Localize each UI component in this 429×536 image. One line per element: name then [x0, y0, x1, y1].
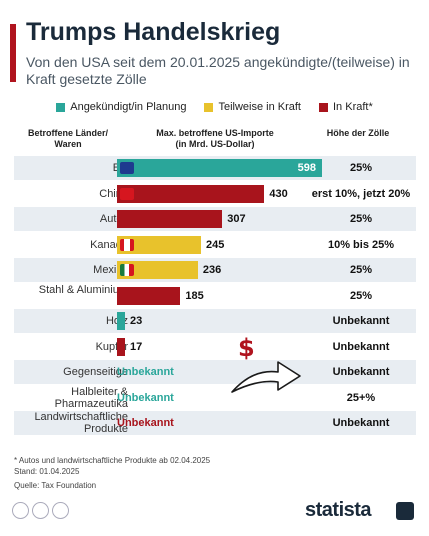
- row-halbleiter-and-pharmazeutika: Halbleiter & Pharmazeutika Unbekannt 25+%: [14, 386, 416, 410]
- value-label: 307: [227, 213, 246, 225]
- legend-label-in-force: In Kraft*: [333, 101, 373, 113]
- tariff-label: 25+%: [346, 391, 376, 404]
- category-label: Stahl & Aluminium: [38, 283, 128, 296]
- value-label: 598: [297, 162, 316, 174]
- value-label: 245: [205, 238, 225, 251]
- title-accent-bar: [10, 24, 16, 82]
- tariff-label: Unbekannt: [332, 315, 390, 327]
- tariff-label: Unbekannt: [332, 417, 390, 429]
- row-kanada: Kanada 245 10% bis 25%: [14, 233, 416, 257]
- legend-item-partial: Teilweise in Kraft: [204, 98, 301, 116]
- legend-swatch-planned: [56, 102, 66, 112]
- row-china: China 430 erst 10%, jetzt 20%: [14, 182, 416, 206]
- value-label: 430: [269, 187, 288, 200]
- legend: Angekündigt/in Planung Teilweise in Kraf…: [0, 98, 429, 116]
- row-stahl-and-aluminium: Stahl & Aluminium 185 25%: [14, 284, 416, 308]
- eu-flag-icon: [120, 162, 134, 174]
- no-derivatives-icon: [52, 502, 69, 519]
- brand-logo: statista: [305, 499, 372, 521]
- value-label-unknown: Unbekannt: [117, 391, 174, 404]
- attribution-icon: [32, 502, 49, 519]
- column-header-imports: Max. betroffene US-Importe (in Mrd. US-D…: [156, 128, 274, 149]
- bar: [117, 159, 322, 177]
- footnote-asterisk: * Autos und landwirtschaftliche Produkte…: [14, 456, 211, 465]
- footnote: * Autos und landwirtschaftliche Produkte…: [14, 455, 210, 491]
- tariff-label: Unbekannt: [332, 340, 390, 353]
- category-label: Landwirtschaftliche Produkte: [34, 411, 128, 435]
- footnote-date: Stand: 01.04.2025: [14, 467, 80, 476]
- bar: [117, 286, 181, 305]
- bar: [117, 210, 223, 228]
- value-label: 23: [130, 315, 143, 327]
- legend-swatch-in-force: [319, 102, 328, 112]
- column-header-countries: Betroffene Länder/ Waren: [27, 128, 108, 149]
- bar: [117, 261, 198, 279]
- value-label-unknown: Unbekannt: [117, 366, 174, 378]
- tariff-label: 25%: [349, 162, 373, 174]
- cc-icon: [12, 502, 29, 519]
- row-landwirtschaftliche-produkte: Landwirtschaftliche Produkte Unbekannt Unb…: [14, 411, 416, 435]
- footnote-source: Quelle: Tax Foundation: [14, 481, 97, 490]
- value-label-unknown: Unbekannt: [117, 417, 174, 429]
- bar: [117, 184, 265, 203]
- chart-subtitle: Von den USA seit dem 20.01.2025 angekünd…: [26, 54, 410, 87]
- svg-text:$: $: [238, 334, 255, 362]
- value-label: 17: [130, 340, 143, 353]
- tariff-label: Unbekannt: [332, 366, 390, 378]
- china-flag-icon: [120, 187, 134, 200]
- row-gegenseitige: Gegenseitige Unbekannt Unbekannt: [14, 360, 416, 384]
- tariff-label: 25%: [349, 264, 373, 276]
- tariff-label: erst 10%, jetzt 20%: [311, 187, 411, 200]
- legend-label-partial: Teilweise in Kraft: [218, 101, 301, 113]
- tariff-label: 25%: [349, 213, 373, 225]
- value-label: 185: [185, 289, 204, 302]
- row-holz: Holz23Unbekannt: [14, 309, 416, 333]
- row-kupfer: Kupfer 17 Unbekannt: [14, 335, 416, 359]
- brand-logo-icon: [396, 502, 414, 520]
- bar: [117, 312, 125, 330]
- canada-flag-icon: [120, 238, 134, 251]
- chart-title: Trumps Handelskrieg: [26, 18, 281, 46]
- legend-item-planned: Angekündigt/in Planung: [56, 98, 186, 116]
- row-mexiko: Mexiko 236 25%: [14, 258, 416, 282]
- mexico-flag-icon: [120, 264, 134, 276]
- bar: [117, 235, 201, 254]
- legend-item-in-force: In Kraft*: [319, 98, 373, 116]
- column-header-tariffs: Höhe der Zölle: [326, 128, 390, 138]
- license-icons: [12, 502, 69, 519]
- category-label: Gegenseitige: [63, 366, 128, 378]
- category-label: Halbleiter & Pharmazeutika: [54, 385, 128, 410]
- bar: [117, 337, 125, 356]
- legend-swatch-partial: [204, 102, 214, 112]
- row-autos: Autos 307 25%: [14, 207, 416, 231]
- tariff-label: 25%: [349, 289, 373, 302]
- tariff-label: 10% bis 25%: [327, 238, 395, 251]
- value-label: 236: [202, 264, 222, 276]
- row-eu: EU59825%: [14, 156, 416, 180]
- dollar-arrow-icon: $: [231, 334, 301, 393]
- legend-label-planned: Angekündigt/in Planung: [70, 101, 187, 113]
